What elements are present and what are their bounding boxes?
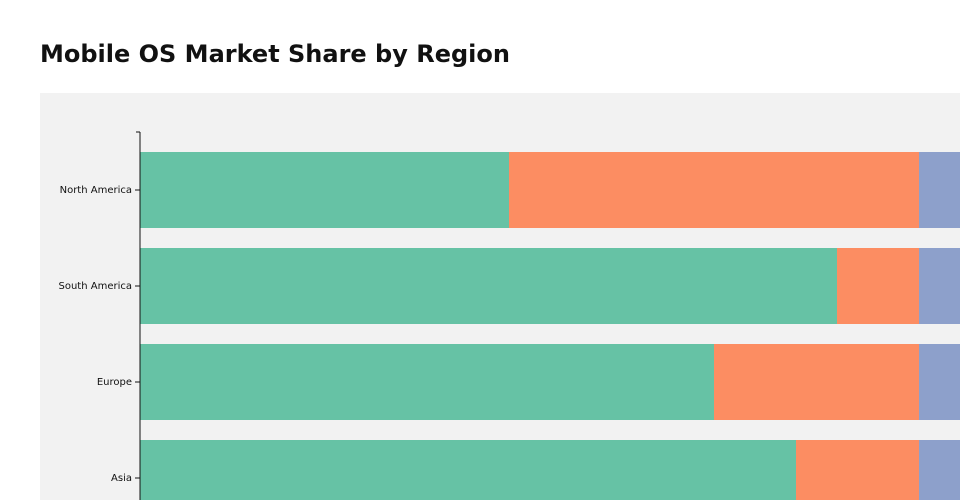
y-tick-label-asia: Asia [111,473,132,484]
bar-asia-segment-2 [796,440,919,500]
bar-south-america-segment-2 [837,248,919,324]
bar-asia-segment-3 [919,440,960,500]
y-tick-label-north-america: North America [60,185,132,196]
bar-north-america-segment-1 [140,152,509,228]
bar-asia-segment-1 [140,440,796,500]
bar-europe-segment-2 [714,344,919,420]
chart-title: Mobile OS Market Share by Region [40,40,510,68]
bar-north-america-segment-3 [919,152,960,228]
bar-north-america-segment-2 [509,152,919,228]
bar-europe-segment-1 [140,344,714,420]
y-tick-label-europe: Europe [97,377,132,388]
bar-europe-segment-3 [919,344,960,420]
bar-south-america-segment-3 [919,248,960,324]
bar-south-america-segment-1 [140,248,837,324]
y-tick-label-south-america: South America [59,281,133,292]
